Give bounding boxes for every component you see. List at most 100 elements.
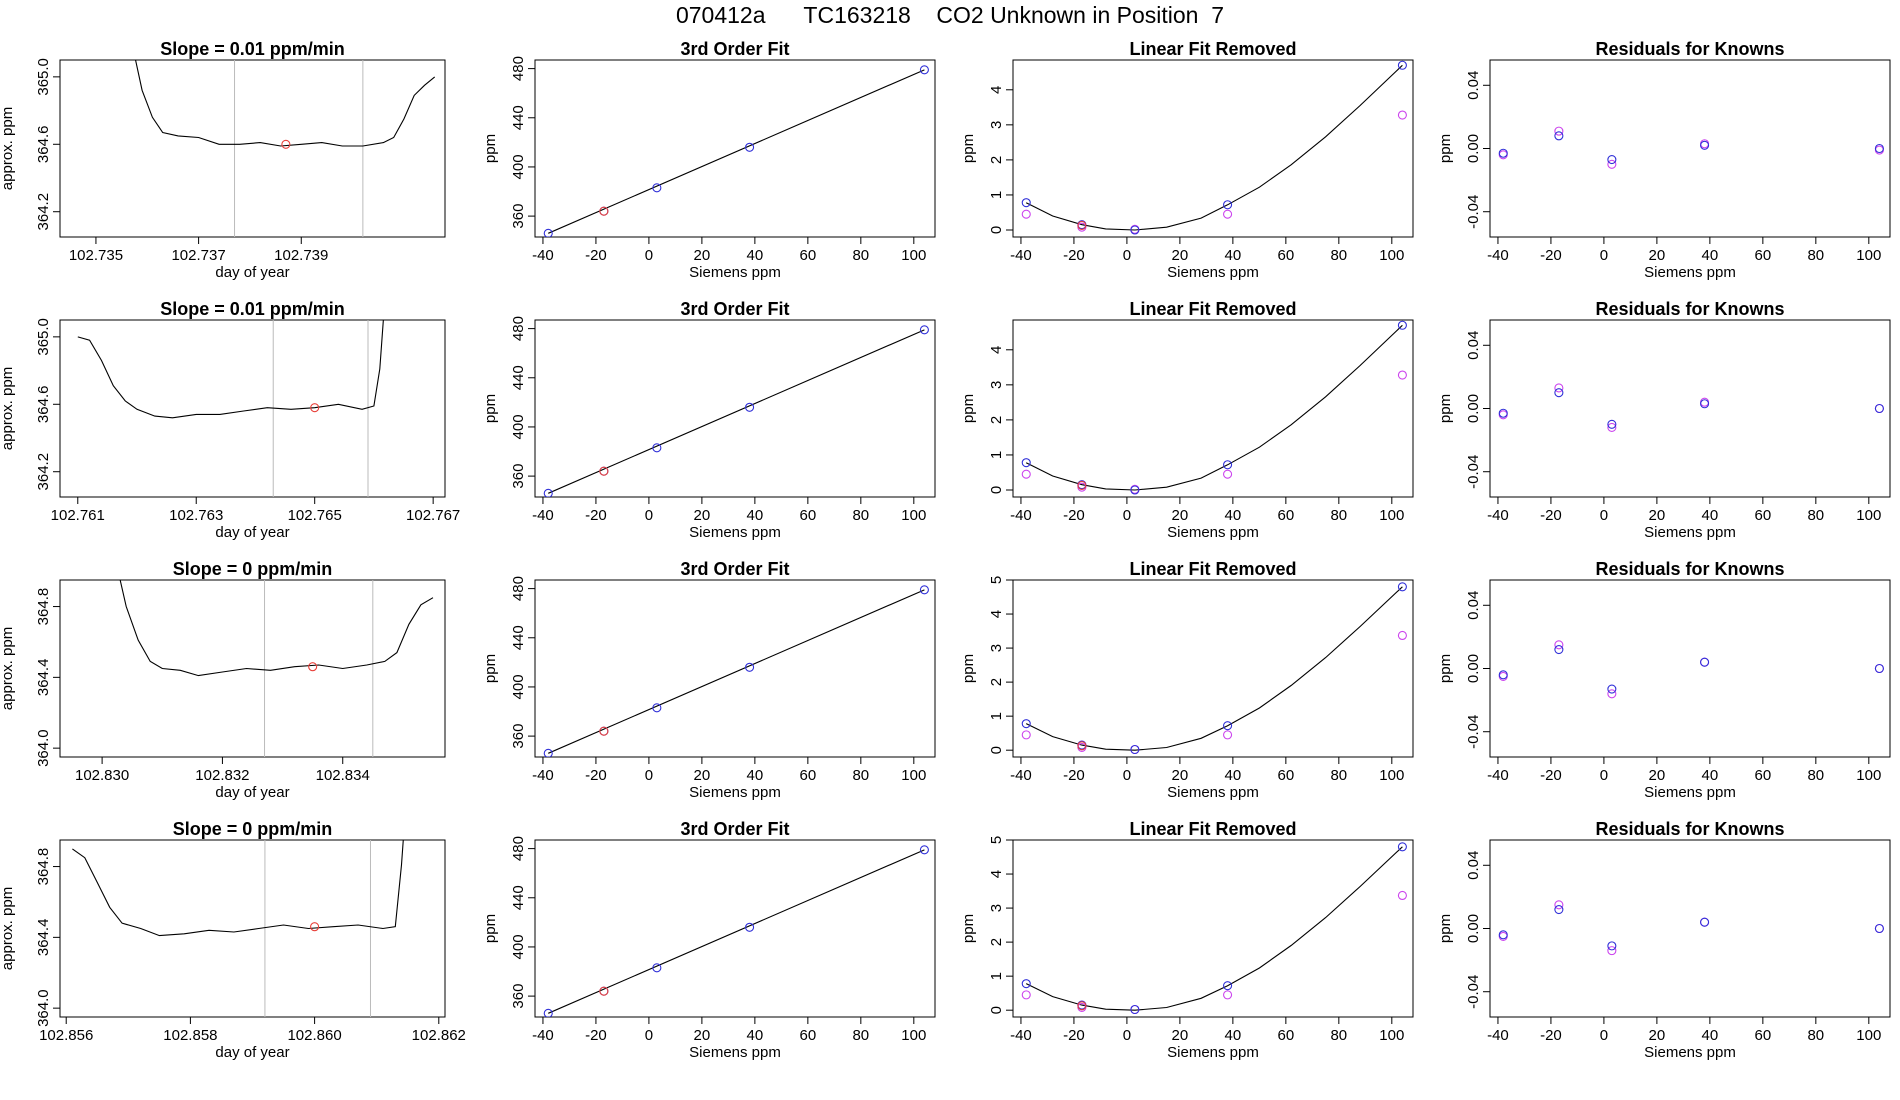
plot-frame <box>59 839 446 1018</box>
panel-title: 3rd Order Fit <box>680 39 789 59</box>
x-tick-label: 40 <box>1702 507 1719 524</box>
y-axis-label: approx. ppm <box>0 887 16 970</box>
y-axis-label: ppm <box>1437 134 1454 163</box>
panel-r4-c3: Linear Fit Removed-40 -20 0 20 40 60 80 100Siem… <box>960 819 1414 1061</box>
y-tick-label: 0.04 <box>1465 851 1482 880</box>
ppm-trace <box>77 320 384 419</box>
y-tick-label: 5 <box>988 836 1005 844</box>
magenta-residual <box>1607 689 1617 699</box>
x-tick-label: 80 <box>1330 767 1347 784</box>
magenta-point <box>1397 110 1407 120</box>
blue-point <box>1021 198 1031 208</box>
mean-marker <box>281 139 291 149</box>
x-tick-label: 40 <box>1225 1027 1242 1044</box>
y-tick-label: 400 <box>510 674 527 699</box>
x-tick-label: 60 <box>1278 247 1295 264</box>
fit-curve <box>548 589 925 754</box>
x-tick-label: 102.765 <box>288 507 342 524</box>
x-tick-label: 20 <box>1172 1027 1189 1044</box>
panel-data <box>543 585 929 757</box>
x-axis-label: Siemens ppm <box>1167 264 1259 281</box>
x-tick-label: 102.739 <box>274 247 328 264</box>
x-tick-label: 60 <box>800 767 817 784</box>
x-tick-label: 0 <box>1123 247 1131 264</box>
x-tick-label: 80 <box>852 1027 869 1044</box>
y-tick-label: 1 <box>988 972 1005 980</box>
x-tick-label: 0 <box>1600 767 1608 784</box>
x-tick-label: 102.834 <box>316 767 370 784</box>
y-tick-label: 3 <box>988 121 1005 129</box>
magenta-point <box>1397 890 1407 901</box>
y-tick-label: 2 <box>988 416 1005 424</box>
fit-curve <box>1025 64 1403 231</box>
x-tick-label: 60 <box>800 507 817 524</box>
ppm-trace <box>72 840 404 937</box>
x-tick-label: -40 <box>532 247 554 264</box>
blue-residual <box>1498 930 1508 940</box>
panel-data <box>134 60 436 237</box>
x-axis-label: day of year <box>215 784 289 801</box>
magenta-point <box>1021 990 1031 1000</box>
panel-title: 3rd Order Fit <box>680 819 789 839</box>
y-axis-label: ppm <box>482 914 499 943</box>
x-tick-label: -40 <box>1010 507 1032 524</box>
y-tick-label: 364.2 <box>35 453 52 491</box>
x-tick-label: 102.832 <box>195 767 249 784</box>
x-tick-label: -40 <box>532 1027 554 1044</box>
magenta-point <box>1397 370 1407 380</box>
mean-marker <box>310 403 320 413</box>
y-tick-label: -0.04 <box>1465 455 1482 489</box>
y-axis-label: ppm <box>482 394 499 423</box>
panel-data <box>1021 60 1407 235</box>
y-axis-label: ppm <box>482 134 499 163</box>
x-tick-label: -20 <box>585 507 607 524</box>
y-tick-label: 0.00 <box>1465 394 1482 423</box>
x-tick-label: 60 <box>1755 1027 1772 1044</box>
panel-r1-c2: 3rd Order Fit -40 -20 0 20 40 60 80 100 Siemens p… <box>482 39 936 281</box>
y-axis-label: ppm <box>960 914 977 943</box>
blue-point <box>1223 460 1233 470</box>
x-tick-label: 100 <box>1856 767 1881 784</box>
y-tick-label: 4 <box>988 86 1005 94</box>
plot-frame <box>59 319 446 498</box>
blue-residual <box>1700 917 1710 927</box>
x-tick-label: 60 <box>1755 247 1772 264</box>
x-tick-label: 80 <box>1807 767 1824 784</box>
y-tick-label: 0.00 <box>1465 654 1482 683</box>
panel-data <box>543 325 929 497</box>
blue-residual <box>1607 155 1617 165</box>
blue-point <box>1130 744 1140 755</box>
x-tick-label: 40 <box>1702 767 1719 784</box>
panel-data <box>543 65 929 237</box>
panel-r2-c4: Residuals for Knowns -40 -20 0 20 40 60 80 100 Si… <box>1437 299 1891 541</box>
x-tick-label: 60 <box>1755 767 1772 784</box>
blue-residual <box>1700 140 1710 150</box>
magenta-point <box>1021 469 1031 479</box>
panel-r1-c1: Slope = 0.01 ppm/min 102.735 102.737 102.73… <box>0 39 446 281</box>
x-tick-label: 102.860 <box>287 1027 341 1044</box>
x-axis-label: Siemens ppm <box>1167 524 1259 541</box>
x-tick-label: -40 <box>1010 247 1032 264</box>
y-tick-label: 364.4 <box>35 659 52 697</box>
x-tick-label: 100 <box>1379 247 1404 264</box>
y-tick-label: 364.4 <box>35 919 52 957</box>
magenta-point <box>1223 469 1233 479</box>
y-tick-label: 4 <box>988 870 1005 878</box>
y-tick-label: 1 <box>988 712 1005 720</box>
y-tick-label: 0 <box>988 486 1005 494</box>
x-tick-label: 0 <box>1600 1027 1608 1044</box>
x-tick-label: 102.735 <box>69 247 123 264</box>
x-tick-label: 80 <box>852 507 869 524</box>
blue-point <box>1397 582 1407 592</box>
x-tick-label: -20 <box>1540 247 1562 264</box>
blue-residual <box>1874 143 1884 154</box>
standard-point <box>919 65 929 75</box>
panel-title: Residuals for Knowns <box>1595 39 1784 59</box>
y-axis-label: ppm <box>960 394 977 423</box>
x-tick-label: 40 <box>1225 247 1242 264</box>
panel-data <box>1021 842 1407 1015</box>
panel-data <box>1498 900 1884 956</box>
y-tick-label: 0.04 <box>1465 591 1482 620</box>
unknown-point <box>599 986 609 996</box>
y-tick-label: 480 <box>510 316 527 341</box>
